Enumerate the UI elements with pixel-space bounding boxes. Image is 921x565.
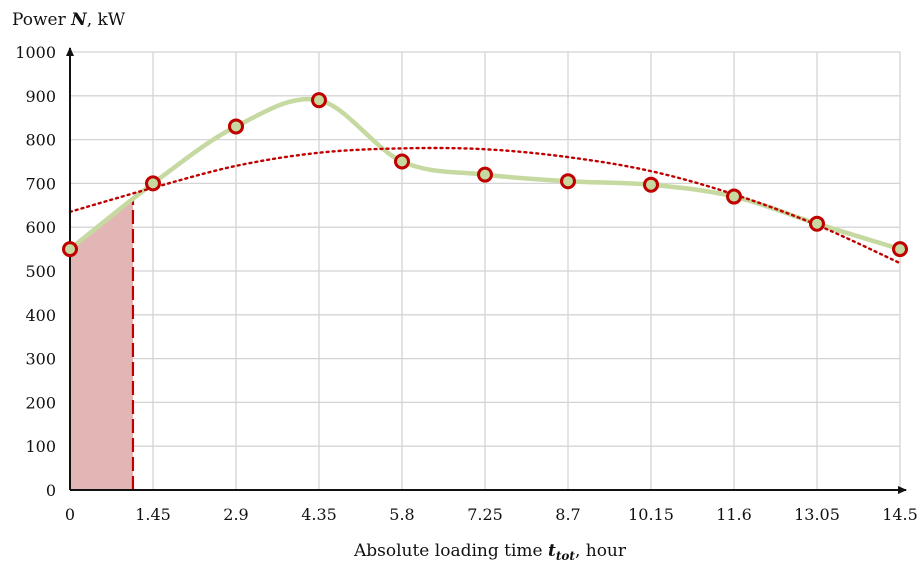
- data-markers: [62, 92, 908, 258]
- data-point: [809, 215, 825, 232]
- y-tick-label: 200: [25, 393, 56, 412]
- x-tick-label: 14.5: [882, 505, 918, 524]
- tick-labels: 0 100 200 300 400 500 600 700 800 900 1000 0 1.45 2.9…: [15, 43, 918, 524]
- data-point: [643, 176, 659, 193]
- x-tick-label: 1.45: [135, 505, 171, 524]
- data-point: [477, 166, 493, 183]
- x-axis-title-suffix: , hour: [575, 541, 627, 561]
- x-tick-label: 5.8: [389, 505, 414, 524]
- y-tick-label: 1000: [15, 43, 56, 62]
- shaded-area: [70, 199, 135, 491]
- x-axis-title-prefix: Absolute loading time: [353, 541, 548, 561]
- x-tick-label: 13.05: [794, 505, 840, 524]
- x-axis-title: Absolute loading time ttot, hour: [353, 541, 627, 563]
- x-axis-title-symbol: t: [548, 541, 556, 561]
- data-point: [394, 153, 410, 170]
- shaded-region: [70, 199, 133, 491]
- axes: [66, 47, 907, 494]
- x-tick-label: 4.35: [301, 505, 337, 524]
- data-point: [726, 188, 742, 205]
- data-point: [892, 241, 908, 258]
- y-tick-label: 900: [25, 87, 56, 106]
- x-tick-label: 0: [65, 505, 75, 524]
- data-point: [228, 118, 244, 135]
- y-axis-title-suffix: , kW: [87, 10, 126, 30]
- y-axis-title-prefix: Power: [12, 10, 71, 30]
- x-tick-label: 8.7: [555, 505, 580, 524]
- y-axis-title-symbol: N: [70, 10, 88, 30]
- data-point: [560, 173, 576, 190]
- x-tick-label: 10.15: [628, 505, 674, 524]
- data-point: [62, 241, 78, 258]
- y-axis-title: Power N, kW: [12, 10, 126, 30]
- y-tick-label: 100: [25, 437, 56, 456]
- data-point: [145, 175, 161, 192]
- y-tick-label: 600: [25, 218, 56, 237]
- y-tick-label: 300: [25, 350, 56, 369]
- y-tick-label: 0: [46, 481, 56, 500]
- y-tick-label: 700: [25, 174, 56, 193]
- x-axis-title-subscript: tot: [556, 549, 576, 563]
- grid-lines: [70, 51, 901, 490]
- x-tick-label: 2.9: [223, 505, 248, 524]
- y-tick-label: 500: [25, 262, 56, 281]
- x-tick-label: 11.6: [716, 505, 752, 524]
- data-point: [311, 92, 327, 109]
- x-tick-label: 7.25: [467, 505, 503, 524]
- trend-line: [68, 146, 902, 265]
- y-tick-label: 800: [25, 131, 56, 150]
- y-tick-label: 400: [25, 306, 56, 325]
